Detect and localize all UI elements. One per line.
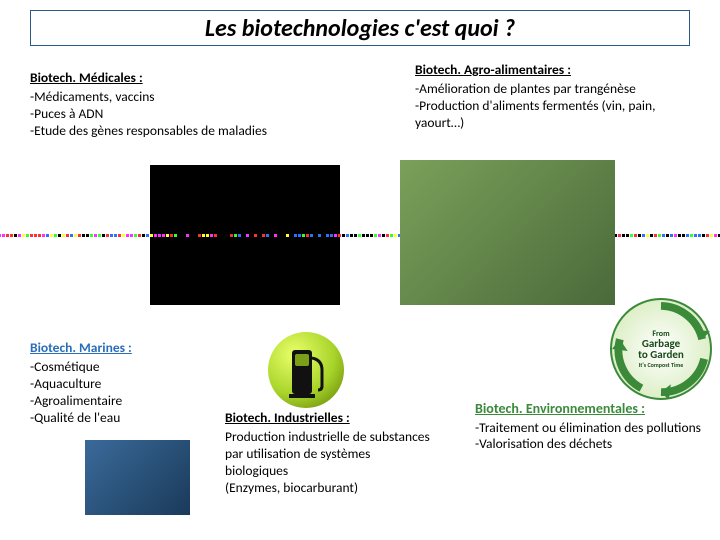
section-agro: Biotech. Agro-alimentaires : -Améliorati…: [415, 62, 705, 132]
fuel-pump-icon: [286, 340, 326, 400]
body-marines: -Cosmétique -Aquaculture -Agroalimentair…: [30, 359, 190, 427]
body-agro: -Amélioration de plantes par trangénèse …: [415, 81, 705, 132]
section-medicales: Biotech. Médicales : -Médicaments, vacci…: [30, 70, 290, 140]
section-industrielles: Biotech. Industrielles : Production indu…: [225, 410, 435, 496]
lab-photo: [85, 440, 190, 515]
body-medicales: -Médicaments, vaccins -Puces à ADN -Etud…: [30, 89, 290, 140]
compost-badge: From Garbage to Garden It's Compost Time: [610, 298, 712, 400]
heading-environnementales: Biotech. Environnementales :: [475, 400, 705, 418]
body-environnementales: -Traitement ou élimination des pollution…: [475, 420, 705, 454]
agro-photo: [400, 160, 615, 305]
page-title: Les biotechnologies c'est quoi ?: [205, 14, 515, 43]
body-industrielles: Production industrielle de substances pa…: [225, 429, 435, 497]
title-container: Les biotechnologies c'est quoi ?: [30, 10, 690, 46]
heading-medicales: Biotech. Médicales :: [30, 70, 290, 87]
section-environnementales: Biotech. Environnementales : -Traitement…: [475, 400, 705, 453]
biofuel-icon: [268, 332, 344, 408]
badge-text-3: to Garden: [638, 349, 684, 360]
section-marines: Biotech. Marines : -Cosmétique -Aquacult…: [30, 340, 190, 426]
heading-industrielles: Biotech. Industrielles :: [225, 410, 435, 427]
heading-marines: Biotech. Marines :: [30, 340, 190, 357]
dna-microarray-image: [150, 165, 340, 305]
heading-agro: Biotech. Agro-alimentaires :: [415, 62, 705, 79]
badge-text-4: It's Compost Time: [639, 362, 684, 368]
